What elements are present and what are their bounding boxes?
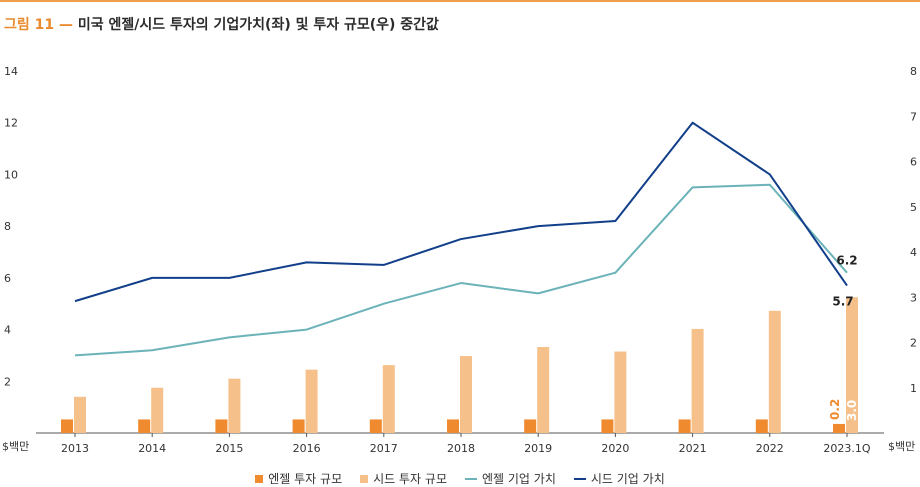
x-axis-tick-label: 2016 xyxy=(293,442,321,455)
right-axis-tick-label: 3 xyxy=(910,291,917,304)
line-seed-valuation xyxy=(74,121,848,303)
bar-angel-investment xyxy=(215,419,228,433)
bar-seed-investment xyxy=(846,297,858,433)
right-axis: 1 2 3 4 5 6 7 8 $백만 xyxy=(888,65,917,453)
legend-swatch-seed-investment xyxy=(360,474,369,483)
annotation-angel-investment: 0.2 xyxy=(828,399,842,420)
legend-item-seed-valuation: 시드 기업 가치 xyxy=(573,470,665,487)
top-rule xyxy=(0,0,920,2)
legend-item-angel-investment: 엔젤 투자 규모 xyxy=(255,470,342,487)
right-axis-tick-label: 8 xyxy=(910,65,917,78)
left-axis-unit-label: $백만 xyxy=(2,440,29,453)
left-axis-tick-label: 10 xyxy=(4,168,18,181)
x-axis-tick-label: 2021 xyxy=(679,442,707,455)
annotations: 6.2 5.7 0.2 3.0 xyxy=(828,254,859,421)
legend-label-seed-investment: 시드 투자 규모 xyxy=(373,472,447,486)
left-axis: 2 4 6 8 10 12 14 $백만 xyxy=(2,65,29,453)
bar-angel-investment xyxy=(369,419,382,433)
x-axis-tick-label: 2014 xyxy=(138,442,166,455)
bar-seed-investment xyxy=(691,328,704,433)
x-axis-tick-label: 2023.1Q xyxy=(823,442,870,455)
left-axis-tick-label: 6 xyxy=(4,272,11,285)
legend-label-seed-valuation: 시드 기업 가치 xyxy=(590,472,665,486)
bar-angel-investment xyxy=(678,419,691,433)
x-axis-tick-label: 2018 xyxy=(447,442,475,455)
right-axis-tick-label: 1 xyxy=(910,382,917,395)
legend-swatch-angel-investment xyxy=(255,474,264,483)
lines xyxy=(74,121,848,357)
bar-seed-investment xyxy=(460,356,472,433)
x-axis-tick-label: 2015 xyxy=(215,442,243,455)
x-axis-tick-label: 2020 xyxy=(601,442,629,455)
bar-seed-investment xyxy=(305,369,318,433)
left-axis-tick-label: 12 xyxy=(4,117,18,130)
legend-label-angel-valuation: 엔젤 기업 가치 xyxy=(482,472,556,486)
bar-angel-investment xyxy=(833,423,845,433)
bar-angel-investment xyxy=(61,419,73,433)
bar-seed-investment xyxy=(151,387,164,433)
right-axis-tick-label: 7 xyxy=(910,110,917,123)
legend-swatch-angel-valuation xyxy=(465,477,477,480)
left-axis-tick-label: 8 xyxy=(4,220,11,233)
right-axis-tick-label: 6 xyxy=(910,156,917,169)
bars xyxy=(61,297,858,433)
annotation-angel-valuation: 6.2 xyxy=(836,254,857,268)
legend-item-angel-valuation: 엔젤 기업 가치 xyxy=(465,470,556,487)
left-axis-tick-label: 4 xyxy=(4,324,11,337)
right-axis-tick-label: 4 xyxy=(910,246,917,259)
x-axis-tick-label: 2022 xyxy=(756,442,784,455)
bar-angel-investment xyxy=(755,419,768,433)
bar-angel-investment xyxy=(601,419,614,433)
right-axis-unit-label: $백만 xyxy=(888,440,915,453)
bar-angel-investment xyxy=(524,419,537,433)
bar-angel-investment xyxy=(292,419,305,433)
bar-seed-investment xyxy=(768,310,781,433)
right-axis-tick-label: 5 xyxy=(910,201,917,214)
right-axis-tick-label: 2 xyxy=(910,337,917,350)
x-axis-tick-label: 2019 xyxy=(524,442,552,455)
bar-angel-investment xyxy=(138,419,151,433)
legend-swatch-seed-valuation xyxy=(573,477,586,480)
x-axis: 2013 2014 2015 2016 2017 2018 2019 2020 2021 2022… xyxy=(36,432,884,455)
bar-seed-investment xyxy=(537,347,550,433)
bar-seed-investment xyxy=(228,378,241,433)
figure-label: 그림 11 — xyxy=(4,17,73,33)
x-axis-tick-label: 2017 xyxy=(370,442,398,455)
bar-seed-investment xyxy=(614,351,627,433)
annotation-seed-investment: 3.0 xyxy=(845,400,859,421)
bar-seed-investment xyxy=(74,396,86,433)
legend: 엔젤 투자 규모 시드 투자 규모 엔젤 기업 가치 시드 기업 가치 xyxy=(0,470,920,487)
figure-title: 그림 11 — 미국 엔젤/시드 투자의 기업가치(좌) 및 투자 규모(우) … xyxy=(4,14,439,34)
figure-title-text: 미국 엔젤/시드 투자의 기업가치(좌) 및 투자 규모(우) 중간값 xyxy=(77,17,439,33)
left-axis-tick-label: 14 xyxy=(4,65,18,78)
line-angel-valuation xyxy=(74,183,848,357)
legend-item-seed-investment: 시드 투자 규모 xyxy=(360,470,447,487)
legend-label-angel-investment: 엔젤 투자 규모 xyxy=(268,472,343,486)
annotation-seed-valuation: 5.7 xyxy=(832,295,853,309)
bar-angel-investment xyxy=(447,419,459,433)
bar-seed-investment xyxy=(382,365,395,433)
x-axis-tick-label: 2013 xyxy=(61,442,89,455)
left-axis-tick-label: 2 xyxy=(4,375,11,388)
